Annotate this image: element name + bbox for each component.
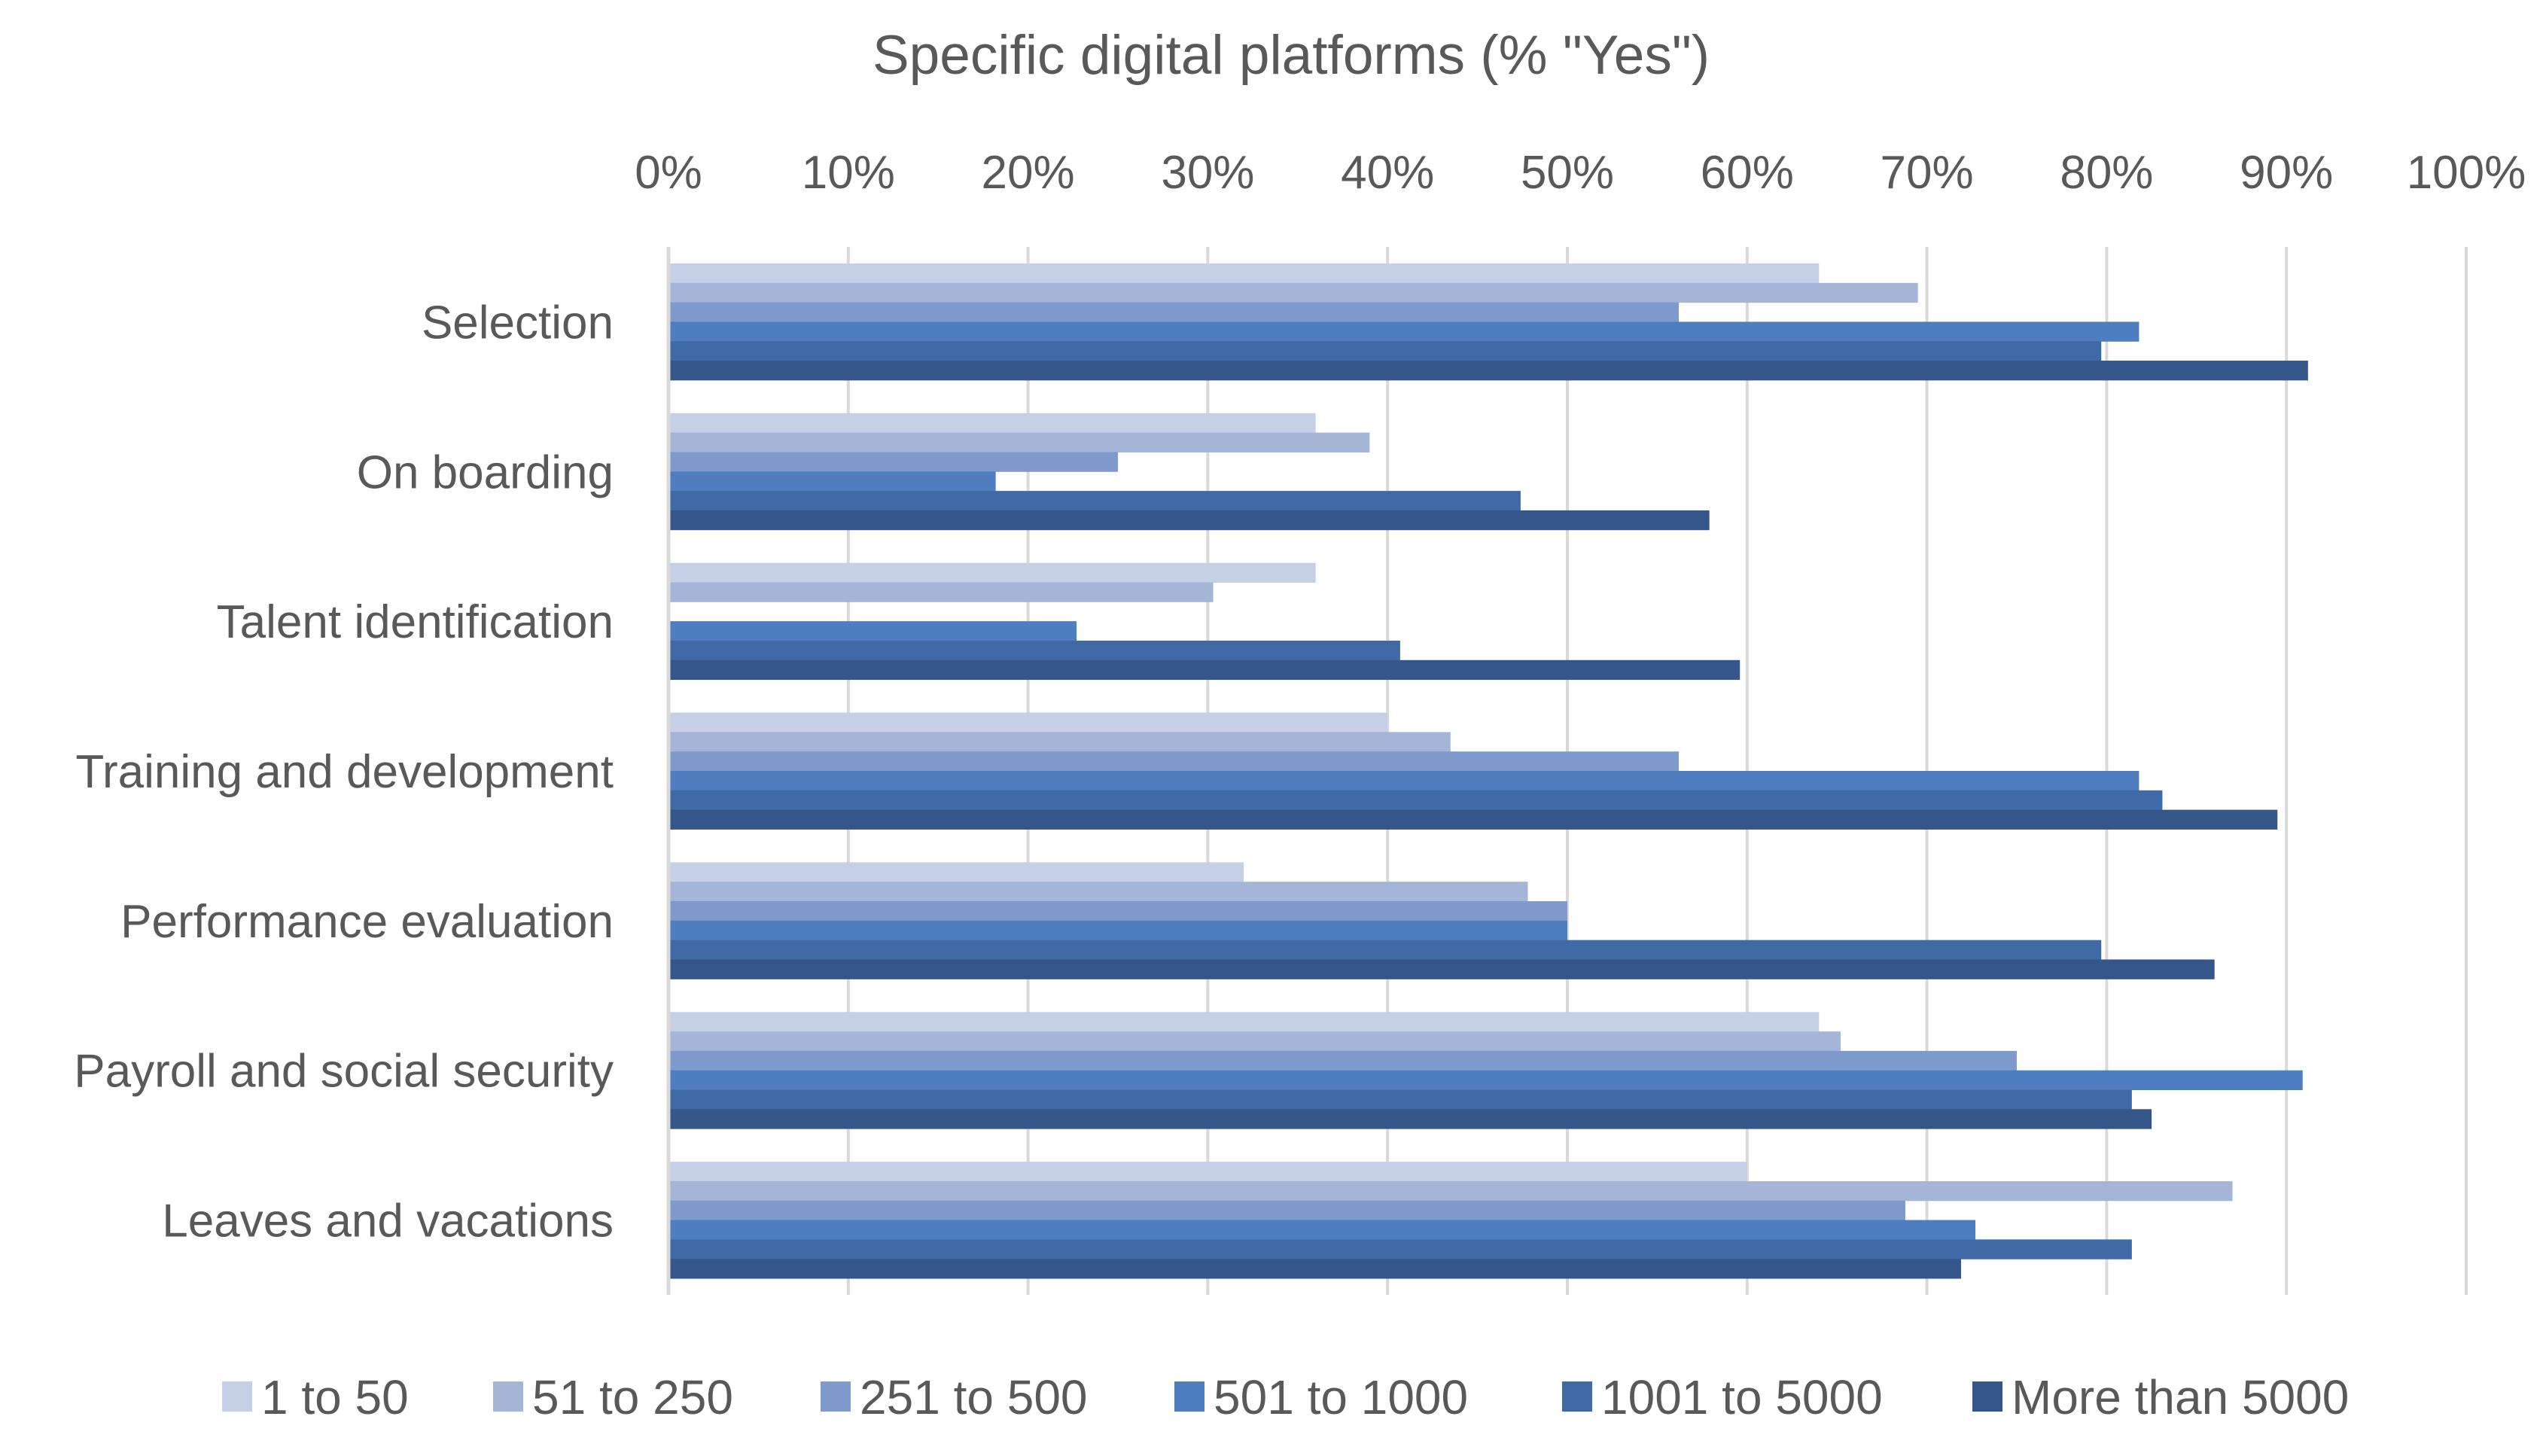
bar <box>668 1162 1747 1182</box>
bar <box>668 263 1820 284</box>
legend-label: 251 to 500 <box>860 1370 1088 1424</box>
x-tick-label: 50% <box>1521 147 1614 199</box>
category-label: On boarding <box>357 446 614 498</box>
bar <box>668 361 2308 381</box>
x-tick-label: 100% <box>2407 147 2526 199</box>
bar <box>668 452 1118 472</box>
legend-swatch <box>1174 1381 1204 1412</box>
x-tick-label: 40% <box>1341 147 1434 199</box>
x-tick-label: 20% <box>982 147 1075 199</box>
bar <box>668 771 2139 791</box>
bar <box>668 1012 1820 1032</box>
bar <box>668 1031 1841 1052</box>
bar <box>668 321 2139 342</box>
bar <box>668 732 1451 752</box>
bar <box>668 712 1388 733</box>
category-labels: Selection On boarding Talent identificatio… <box>74 297 614 1247</box>
x-tick-label: 70% <box>1881 147 1974 199</box>
bar <box>668 901 1567 921</box>
bar <box>668 582 1214 602</box>
x-tick-label: 60% <box>1701 147 1794 199</box>
bar <box>668 1220 1976 1240</box>
x-axis-tick-labels: 0% 10% 20% 30% 40% 50% 60% 70% 80% 90% 100% <box>635 147 2526 199</box>
category-label: Performance evaluation <box>120 896 614 948</box>
bar <box>668 640 1400 661</box>
bar <box>668 491 1521 511</box>
bar <box>668 341 2102 361</box>
x-tick-label: 10% <box>802 147 895 199</box>
bar <box>668 1070 2303 1091</box>
bar <box>668 809 2278 830</box>
bar <box>668 940 2102 960</box>
category-label: Talent identification <box>217 596 614 648</box>
bar <box>668 1200 1905 1221</box>
bar <box>668 282 1918 303</box>
legend-label: 1001 to 5000 <box>1601 1370 1883 1424</box>
x-tick-label: 0% <box>635 147 702 199</box>
chart-title: Specific digital platforms (% "Yes") <box>873 25 1710 86</box>
legend-swatch <box>821 1381 851 1412</box>
category-label: Payroll and social security <box>74 1046 614 1098</box>
bar <box>668 621 1077 641</box>
legend-label: 51 to 250 <box>532 1370 733 1424</box>
legend-label: 1 to 50 <box>261 1370 409 1424</box>
bar <box>668 1180 2233 1202</box>
bar <box>668 562 1316 583</box>
legend: 1 to 50 51 to 250 251 to 500 501 to 1000 100… <box>222 1370 2349 1424</box>
bar <box>668 659 1741 681</box>
legend-swatch <box>222 1381 252 1412</box>
bar <box>668 413 1316 434</box>
bar <box>668 1050 2017 1071</box>
x-tick-label: 80% <box>2060 147 2153 199</box>
bar <box>668 432 1370 452</box>
bar <box>668 1089 2132 1110</box>
bar <box>668 862 1244 882</box>
bar <box>668 790 2163 811</box>
legend-swatch <box>493 1381 523 1412</box>
bar <box>668 1259 1961 1279</box>
x-tick-label: 30% <box>1161 147 1254 199</box>
x-tick-label: 90% <box>2240 147 2333 199</box>
legend-swatch <box>1972 1381 2002 1412</box>
legend-label: 501 to 1000 <box>1214 1370 1468 1424</box>
bar <box>668 471 996 492</box>
bar <box>668 1239 2132 1260</box>
bar <box>668 751 1680 772</box>
legend-label: More than 5000 <box>2012 1370 2349 1424</box>
category-label: Training and development <box>75 746 614 798</box>
legend-swatch <box>1562 1381 1592 1412</box>
bar <box>668 882 1528 902</box>
bar <box>668 959 2215 979</box>
bar <box>668 510 1710 531</box>
category-label: Selection <box>422 297 614 349</box>
bar <box>668 1109 2152 1129</box>
bar <box>668 302 1680 322</box>
category-label: Leaves and vacations <box>162 1196 614 1247</box>
bars <box>668 263 2308 1279</box>
bar <box>668 920 1567 941</box>
